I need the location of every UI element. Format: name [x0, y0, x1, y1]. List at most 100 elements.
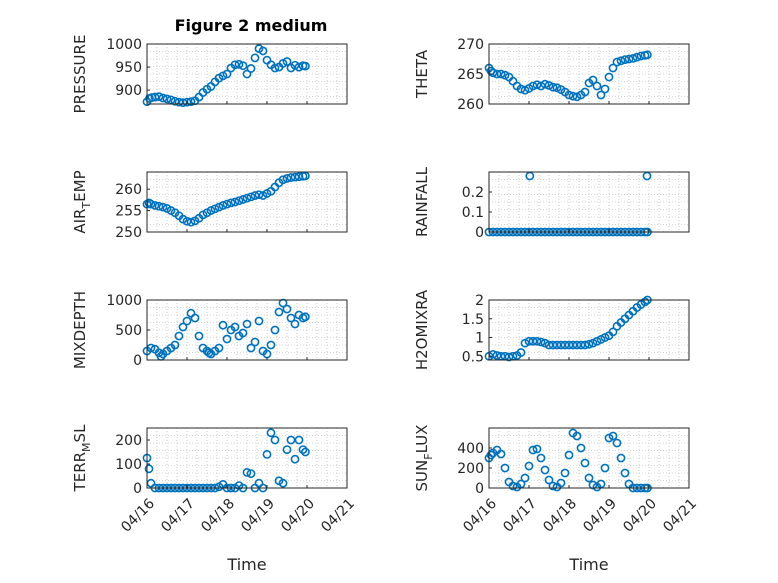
- data-point: [270, 63, 280, 73]
- data-point: [250, 53, 260, 63]
- data-point: [508, 481, 518, 491]
- data-point: [588, 75, 598, 85]
- data-point: [528, 336, 538, 346]
- axes-box: [146, 427, 348, 489]
- data-point: [564, 90, 574, 100]
- x-tick-label: 04/17: [500, 496, 540, 536]
- data-point: [516, 348, 526, 357]
- y-tick-label: 260: [115, 182, 142, 198]
- y-axis-label: AIRTEMP: [71, 170, 93, 233]
- data-point: [608, 63, 618, 73]
- data-point: [242, 193, 252, 203]
- x-axis-label: Time: [226, 555, 266, 574]
- data-point: [286, 173, 296, 182]
- data-point: [524, 461, 534, 471]
- x-tick-label: 04/17: [158, 496, 198, 536]
- y-tick-label: 0.2: [462, 185, 484, 201]
- data-point: [496, 449, 506, 459]
- y-tick-label: 250: [115, 225, 142, 241]
- axes-box: [146, 43, 348, 105]
- data-point: [270, 325, 280, 335]
- data-point: [584, 473, 594, 483]
- data-point: [150, 201, 160, 210]
- data-point: [162, 94, 172, 104]
- data-point: [170, 340, 180, 350]
- data-point: [218, 201, 228, 210]
- data-point: [520, 473, 530, 483]
- data-point: [242, 69, 252, 79]
- subplot-sun-flux: 0 200 400 SUNFLUX 04/16 04/17 04/18 04/19 04/20 0…: [413, 425, 700, 574]
- x-tick-label: 04/18: [198, 496, 238, 536]
- data-point: [282, 174, 292, 183]
- data-point: [568, 91, 578, 101]
- data-point: [620, 468, 630, 478]
- data-point: [572, 431, 582, 441]
- data-point: [294, 435, 304, 445]
- data-point: [230, 197, 240, 207]
- data-point: [150, 92, 160, 102]
- data-point: [234, 196, 244, 206]
- data-point: [298, 445, 308, 454]
- data-point: [190, 313, 200, 323]
- data-point: [516, 84, 526, 94]
- data-point: [580, 87, 590, 97]
- axes-box: [488, 171, 690, 233]
- x-tick-label: 04/21: [318, 496, 358, 536]
- data-point: [536, 453, 546, 463]
- data-point: [258, 46, 268, 56]
- y-tick-label: 950: [115, 60, 142, 76]
- data-point: [282, 57, 292, 66]
- y-tick-label: 200: [457, 461, 484, 477]
- y-tick-label: 255: [115, 204, 142, 220]
- data-point: [182, 316, 192, 326]
- data-point: [230, 322, 240, 332]
- y-tick-label: 265: [457, 67, 484, 83]
- data-point: [620, 55, 630, 64]
- y-tick-label: 1.5: [462, 312, 484, 328]
- data-point: [290, 454, 300, 464]
- data-point: [246, 64, 256, 73]
- data-point: [300, 447, 310, 457]
- data-point: [616, 453, 626, 463]
- data-point: [500, 463, 510, 473]
- data-point: [544, 475, 554, 485]
- data-point: [214, 202, 224, 212]
- data-point: [186, 217, 196, 227]
- y-tick-label: 2: [475, 293, 484, 309]
- x-tick-label: 04/18: [540, 496, 580, 536]
- subplot-air-temp: 250 255 260 AIRTEMP: [71, 170, 348, 241]
- data-point: [632, 52, 642, 62]
- data-point: [206, 206, 216, 215]
- data-point: [274, 307, 284, 317]
- y-axis-label: H2OMIXRA: [413, 289, 431, 370]
- data-point: [246, 192, 256, 202]
- y-axis-label: THETA: [413, 49, 431, 99]
- data-point: [600, 463, 610, 473]
- data-point: [604, 72, 614, 82]
- data-point: [278, 478, 288, 488]
- x-tick-label: 04/20: [620, 496, 660, 536]
- data-point: [612, 57, 622, 67]
- data-point: [238, 328, 248, 338]
- data-point: [278, 298, 288, 308]
- data-point: [222, 334, 232, 344]
- data-point: [226, 198, 236, 208]
- x-axis-label: Time: [568, 555, 608, 574]
- x-tick-label: 04/21: [660, 496, 700, 536]
- data-point: [540, 465, 550, 475]
- data-point: [548, 82, 558, 92]
- y-axis-label: RAINFALL: [413, 166, 431, 237]
- x-tick-label: 04/16: [118, 496, 158, 536]
- data-point: [596, 90, 606, 100]
- data-point: [144, 464, 154, 474]
- data-point: [166, 95, 176, 105]
- data-point: [254, 190, 264, 200]
- x-tick-label: 04/19: [580, 496, 620, 536]
- data-point: [540, 79, 550, 89]
- data-point: [218, 320, 228, 330]
- data-point: [214, 343, 224, 353]
- data-point: [616, 56, 626, 66]
- data-point: [270, 435, 280, 445]
- axes-box: [488, 299, 690, 361]
- data-point: [612, 438, 622, 448]
